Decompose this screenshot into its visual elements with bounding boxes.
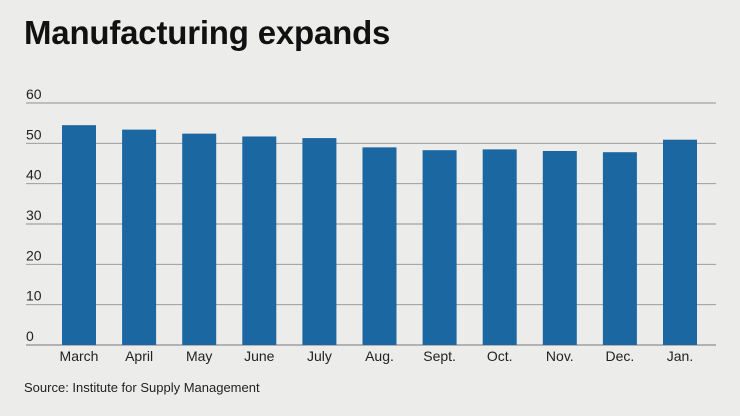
y-tick-label-30: 30	[26, 207, 42, 223]
bar-nov	[542, 150, 577, 345]
y-tick-label-40: 40	[26, 167, 42, 183]
x-category-label: Aug.	[365, 348, 394, 364]
x-category-label: Oct.	[487, 348, 513, 364]
y-axis-tick-labels: 0 10 20 30 40 50 60	[26, 86, 42, 344]
y-tick-label-50: 50	[26, 126, 42, 142]
y-tick-label-20: 20	[26, 247, 42, 263]
y-tick-label-0: 0	[26, 328, 34, 344]
chart-title: Manufacturing expands	[24, 14, 391, 51]
bar-april	[122, 129, 157, 345]
x-category-label: Jan.	[667, 348, 693, 364]
x-category-label: June	[244, 348, 275, 364]
x-axis-category-labels: March April May June July Aug. Sept. Oct. Nov. De…	[60, 348, 694, 364]
source-note: Source: Institute for Supply Management	[24, 380, 260, 395]
x-category-label: July	[307, 348, 332, 364]
bar-layer	[62, 125, 697, 345]
bar-dec	[602, 152, 637, 345]
bar-aug	[362, 147, 397, 345]
bar-march	[62, 125, 96, 345]
bar-may	[182, 133, 217, 345]
y-tick-label-60: 60	[26, 86, 42, 102]
y-tick-label-10: 10	[26, 288, 42, 304]
bar-oct	[482, 149, 517, 345]
x-category-label: Dec.	[606, 348, 635, 364]
x-category-label: Nov.	[546, 348, 574, 364]
bar-july	[302, 138, 337, 345]
bar-sept	[422, 150, 457, 345]
bar-jan	[663, 139, 697, 345]
x-category-label: March	[60, 348, 99, 364]
x-category-label: April	[125, 348, 153, 364]
x-category-label: Sept.	[423, 348, 456, 364]
bar-june	[242, 136, 277, 345]
x-category-label: May	[186, 348, 212, 364]
